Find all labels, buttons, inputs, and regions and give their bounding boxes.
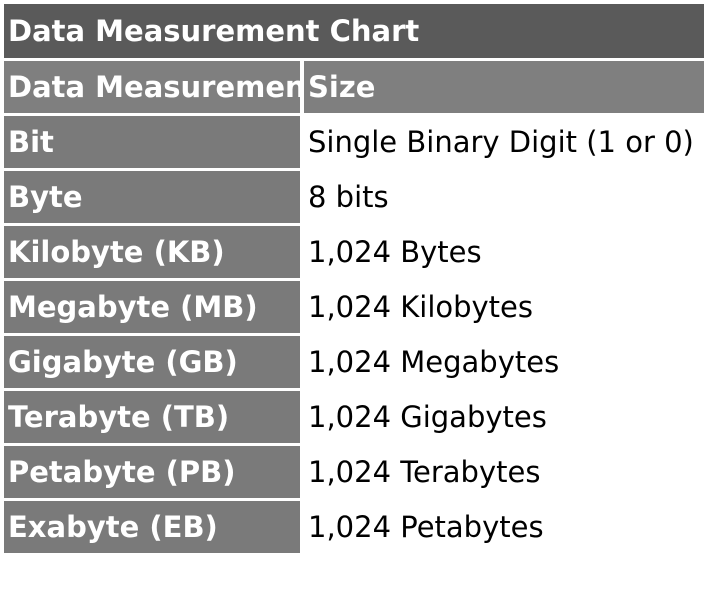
unit-size-cell: 1,024 Terabytes xyxy=(304,446,704,501)
chart-title: Data Measurement Chart xyxy=(4,4,704,58)
unit-name-cell: Gigabyte (GB) xyxy=(4,336,304,391)
unit-name-cell: Exabyte (EB) xyxy=(4,501,304,556)
table-row: Bit Single Binary Digit (1 or 0) xyxy=(4,116,704,171)
unit-name-cell: Kilobyte (KB) xyxy=(4,226,304,281)
table-row: Exabyte (EB) 1,024 Petabytes xyxy=(4,501,704,556)
unit-name-cell: Terabyte (TB) xyxy=(4,391,304,446)
unit-name-cell: Bit xyxy=(4,116,304,171)
unit-name-cell: Byte xyxy=(4,171,304,226)
column-header-size: Size xyxy=(304,61,704,116)
measurement-table: Data Measurement Size Bit Single Binary … xyxy=(4,61,704,556)
unit-name-cell: Megabyte (MB) xyxy=(4,281,304,336)
column-header-data-measurement: Data Measurement xyxy=(4,61,304,116)
table-row: Megabyte (MB) 1,024 Kilobytes xyxy=(4,281,704,336)
table-row: Gigabyte (GB) 1,024 Megabytes xyxy=(4,336,704,391)
unit-size-cell: 1,024 Megabytes xyxy=(304,336,704,391)
table-row: Terabyte (TB) 1,024 Gigabytes xyxy=(4,391,704,446)
unit-size-cell: 1,024 Kilobytes xyxy=(304,281,704,336)
table-row: Byte 8 bits xyxy=(4,171,704,226)
table-header-row: Data Measurement Size xyxy=(4,61,704,116)
unit-size-cell: Single Binary Digit (1 or 0) xyxy=(304,116,704,171)
unit-name-cell: Petabyte (PB) xyxy=(4,446,304,501)
unit-size-cell: 1,024 Bytes xyxy=(304,226,704,281)
table-row: Kilobyte (KB) 1,024 Bytes xyxy=(4,226,704,281)
unit-size-cell: 1,024 Petabytes xyxy=(304,501,704,556)
unit-size-cell: 1,024 Gigabytes xyxy=(304,391,704,446)
unit-size-cell: 8 bits xyxy=(304,171,704,226)
table-row: Petabyte (PB) 1,024 Terabytes xyxy=(4,446,704,501)
